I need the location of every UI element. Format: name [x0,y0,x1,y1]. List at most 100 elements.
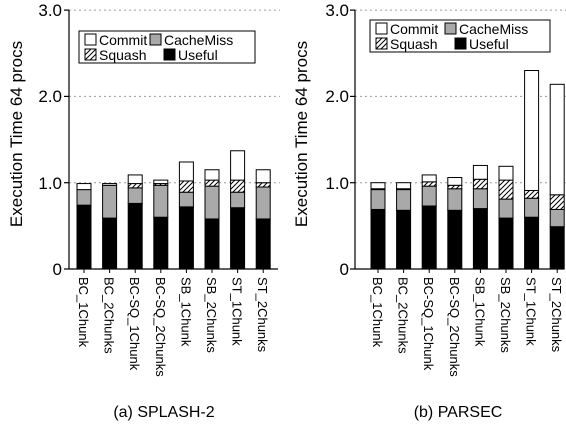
bar-segment-cachemiss [549,208,565,228]
bar-segment-useful [127,202,143,270]
panel-parsec: Execution Time 64 procs 0 1.0 2.0 3.0 BC… [292,1,566,421]
bar-segment-commit [524,70,540,191]
x-tick-label: BC_2Chunks [102,277,117,354]
x-tick-label: ST_1Chunk [230,277,245,346]
y-tick-label: 1.0 [38,174,62,193]
bar-segment-squash [421,181,437,187]
bar-segment-commit [102,183,118,186]
bar-segment-useful [472,208,488,270]
legend-swatch-squash [375,37,388,50]
bar-segment-cachemiss [153,184,169,218]
bar-segment-squash [178,180,194,193]
bar-segment-commit [447,177,463,186]
bar-segment-cachemiss [255,186,271,220]
bar-segment-useful [255,218,271,270]
y-tick-label: 1.0 [325,174,349,193]
y-tick-label: 0 [340,260,349,279]
bar-segment-useful [230,207,246,270]
bar-segment-commit [498,165,514,181]
bar-segment-squash [447,184,463,190]
bar-segment-useful [76,204,92,270]
x-tick-label: SB_2Chunks [204,277,219,353]
bar-segment-cachemiss [102,184,118,219]
x-tick-label: ST_2Chunks [255,277,270,353]
y-tick-label: 2.0 [38,87,62,106]
bar-segment-cachemiss [127,187,143,204]
bar-segment-commit [472,164,488,180]
bar-segment-cachemiss [230,191,246,209]
legend-label-useful: Useful [178,47,218,63]
bar-segment-commit [204,169,220,181]
bar-segment-useful [524,216,540,270]
panel-title: (a) SPLASH-2 [113,404,214,421]
legend-swatch-commit [84,33,97,46]
x-tick-label: SB_1Chunk [178,277,193,347]
legend-label-commit: Commit [99,32,147,48]
bar-segment-useful [370,208,386,270]
bar-segment-commit [230,150,246,181]
x-tick-label: SB_2Chunks [498,277,513,353]
y-tick-label: 0 [53,260,62,279]
bar-segment-cachemiss [524,197,540,218]
bar-segment-commit [396,182,412,190]
legend-label-cachemiss: CacheMiss [459,21,528,37]
bar-segment-cachemiss [204,185,220,220]
legend-swatch-cachemiss [149,33,162,46]
legend-swatch-commit [375,22,388,35]
x-tick-label: BC-SQ_2Chunks [447,277,462,377]
legend: Commit CacheMiss Squash Useful [369,19,551,53]
bar-segment-useful [396,209,412,270]
bar-segment-useful [447,209,463,270]
x-tick-label: ST_1Chunk [524,277,539,346]
bar-segment-commit [549,83,565,196]
bar-segment-squash [127,183,143,189]
bar-segment-commit [255,169,271,184]
bars [76,150,271,270]
bar-segment-squash [498,179,514,200]
bar-segment-useful [204,218,220,270]
legend-swatch-squash [84,48,97,61]
bar-segment-commit [153,179,169,185]
x-tick-label: BC_2Chunks [396,277,411,354]
legend-label-commit: Commit [390,21,438,37]
legend-label-useful: Useful [469,36,509,52]
bar-segment-useful [153,216,169,270]
panel-splash2: Execution Time 64 procs 0 1.0 2.0 3.0 BC… [7,1,280,421]
bar-segment-useful [549,226,565,270]
bar-segment-commit [127,174,143,185]
y-axis-label: Execution Time 64 procs [7,41,26,227]
bar-segment-cachemiss [421,185,437,207]
legend: Commit CacheMiss Squash Useful [78,30,256,64]
x-tick-label: BC_1Chunk [76,277,91,348]
y-tick-label: 3.0 [325,1,349,20]
y-axis-label: Execution Time 64 procs [292,41,311,227]
bar-segment-cachemiss [396,189,412,211]
bar-segment-useful [178,206,194,270]
x-tick-label: SB_1Chunk [472,277,487,347]
legend-label-cachemiss: CacheMiss [164,32,233,48]
bar-segment-squash [204,179,220,187]
bar-segment-commit [370,182,386,190]
bar-segment-commit [76,183,92,191]
panel-title: (b) PARSEC [414,404,503,421]
x-tick-label: BC-SQ_2Chunks [153,277,168,377]
y-tick-labels: 0 1.0 2.0 3.0 [38,1,62,279]
legend-swatch-cachemiss [444,22,457,35]
x-tick-label: BC_1Chunk [370,277,385,348]
legend-label-squash: Squash [99,47,146,63]
bar-segment-cachemiss [76,189,92,206]
bar-segment-squash [524,189,540,199]
y-tick-label: 2.0 [325,87,349,106]
bar-segment-cachemiss [472,188,488,210]
bar-segment-cachemiss [498,198,514,219]
x-tick-label: ST_2Chunks [549,277,564,353]
bar-segment-useful [498,217,514,270]
x-tick-labels: BC_1Chunk BC_2Chunks BC-SQ_1Chunk BC-SQ_2Ch… [76,269,270,377]
bar-segment-squash [549,194,565,210]
bar-segment-squash [255,182,271,188]
bar-segment-useful [102,217,118,270]
legend-swatch-useful [454,37,467,50]
x-tick-label: BC-SQ_1Chunk [421,277,436,371]
legend-label-squash: Squash [390,36,437,52]
